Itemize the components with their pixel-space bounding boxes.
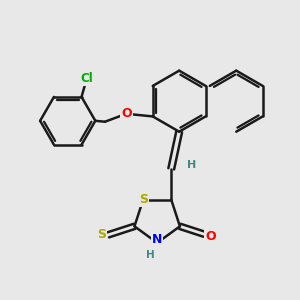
Text: O: O: [205, 230, 216, 243]
Text: Cl: Cl: [80, 72, 93, 85]
Text: S: S: [139, 193, 148, 206]
Text: N: N: [152, 233, 162, 246]
Text: H: H: [146, 250, 155, 260]
Text: S: S: [98, 228, 106, 242]
Text: H: H: [187, 160, 196, 170]
Text: O: O: [121, 107, 131, 120]
